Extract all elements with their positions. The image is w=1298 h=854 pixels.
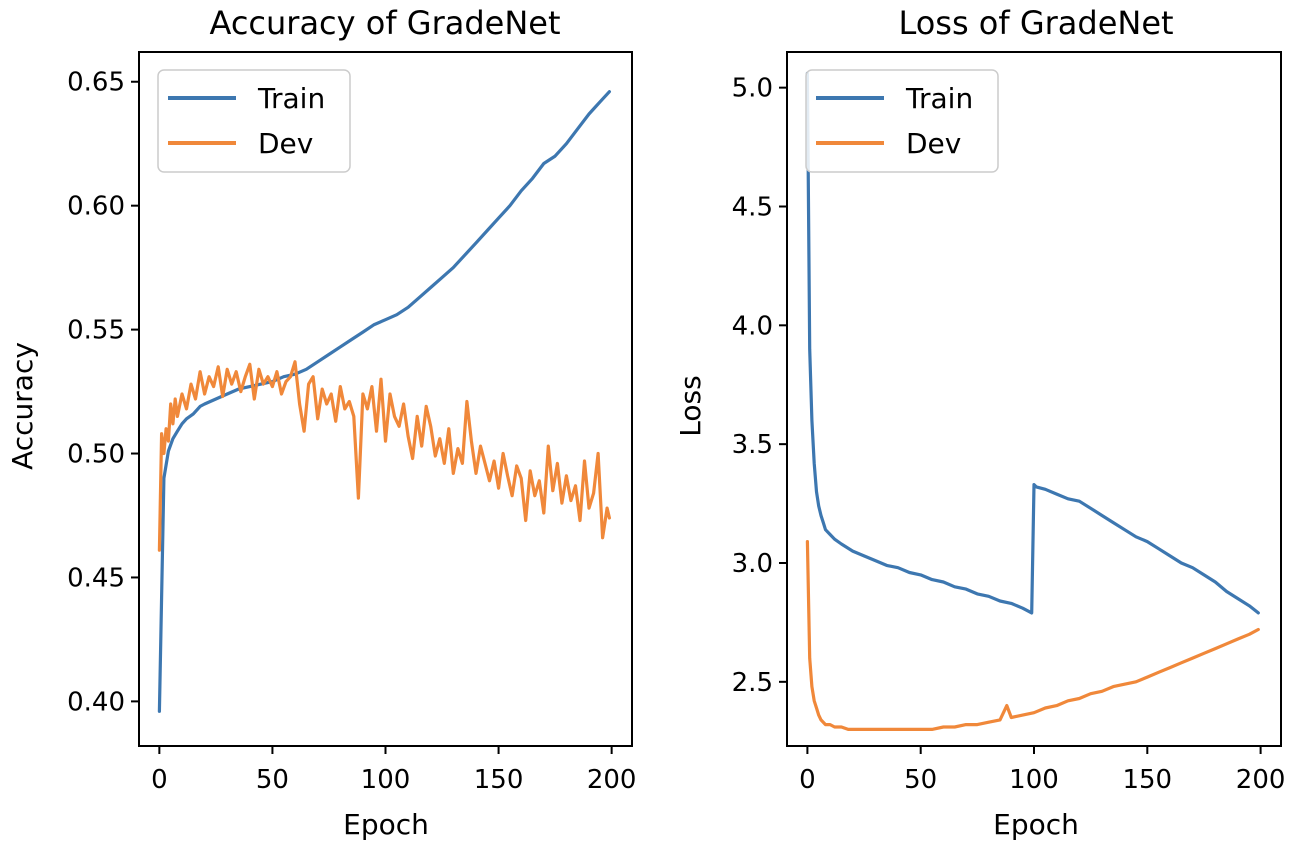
loss-x-tick-label: 100 xyxy=(1009,765,1059,795)
loss-dev-line xyxy=(805,539,1260,732)
loss-x-tick-label: 200 xyxy=(1236,765,1286,795)
accuracy-legend-box xyxy=(157,69,351,173)
loss-y-tick-label: 5.0 xyxy=(732,74,773,104)
loss-legend-dev-label: Dev xyxy=(906,127,961,160)
accuracy-chart-title: Accuracy of GradeNet xyxy=(209,4,560,42)
loss-plot-frame xyxy=(786,51,1282,747)
accuracy-series-lines xyxy=(157,90,612,713)
loss-y-tick-label: 3.0 xyxy=(732,549,773,579)
loss-y-tick-label: 4.5 xyxy=(732,192,773,222)
loss-y-tick-label: 3.5 xyxy=(732,430,773,460)
loss-legend-box xyxy=(805,69,999,173)
accuracy-x-tick-label: 100 xyxy=(361,765,411,795)
loss-y-tick-label: 4.0 xyxy=(732,311,773,341)
loss-x-tick-label: 150 xyxy=(1122,765,1172,795)
loss-y-axis-label: Loss xyxy=(674,375,707,436)
accuracy-legend-dev-label: Dev xyxy=(258,127,313,160)
accuracy-legend-train-label: Train xyxy=(257,82,325,115)
accuracy-y-tick-label: 0.65 xyxy=(67,68,125,98)
accuracy-dev-line xyxy=(157,360,612,552)
loss-train-line xyxy=(805,71,1260,615)
loss-ticks: 0 50 100 150 200 2.5 3.0 3.5 4.0 4.5 5.0 xyxy=(732,74,1286,795)
loss-x-tick-label: 0 xyxy=(799,765,816,795)
loss-chart-title: Loss of GradeNet xyxy=(898,4,1173,42)
accuracy-ticks: 0 50 100 150 200 0.40 0.45 0.50 0.55 0.60 0.65 xyxy=(67,68,636,795)
accuracy-subplot: Accuracy of GradeNet Epoch Accuracy 0 50 1… xyxy=(6,4,636,841)
loss-y-tick-label: 2.5 xyxy=(732,668,773,698)
accuracy-y-tick-label: 0.40 xyxy=(67,687,125,717)
accuracy-x-axis-label: Epoch xyxy=(343,808,429,841)
accuracy-y-tick-label: 0.45 xyxy=(67,563,125,593)
accuracy-legend: Train Dev xyxy=(157,69,351,173)
loss-x-axis-label: Epoch xyxy=(993,808,1079,841)
accuracy-train-line xyxy=(157,90,612,713)
accuracy-y-tick-label: 0.60 xyxy=(67,192,125,222)
accuracy-x-tick-label: 200 xyxy=(587,765,637,795)
loss-subplot: Loss of GradeNet Epoch Loss 0 50 100 150 200… xyxy=(674,4,1285,841)
accuracy-y-axis-label: Accuracy xyxy=(6,342,39,470)
loss-x-tick-label: 50 xyxy=(904,765,937,795)
accuracy-y-tick-label: 0.50 xyxy=(67,440,125,470)
accuracy-plot-frame xyxy=(138,51,633,747)
accuracy-x-tick-label: 150 xyxy=(474,765,524,795)
accuracy-x-tick-label: 0 xyxy=(151,765,168,795)
loss-legend-train-label: Train xyxy=(905,82,973,115)
loss-series-lines xyxy=(805,71,1260,732)
accuracy-x-tick-label: 50 xyxy=(256,765,289,795)
loss-legend: Train Dev xyxy=(805,69,999,173)
accuracy-y-tick-label: 0.55 xyxy=(67,316,125,346)
